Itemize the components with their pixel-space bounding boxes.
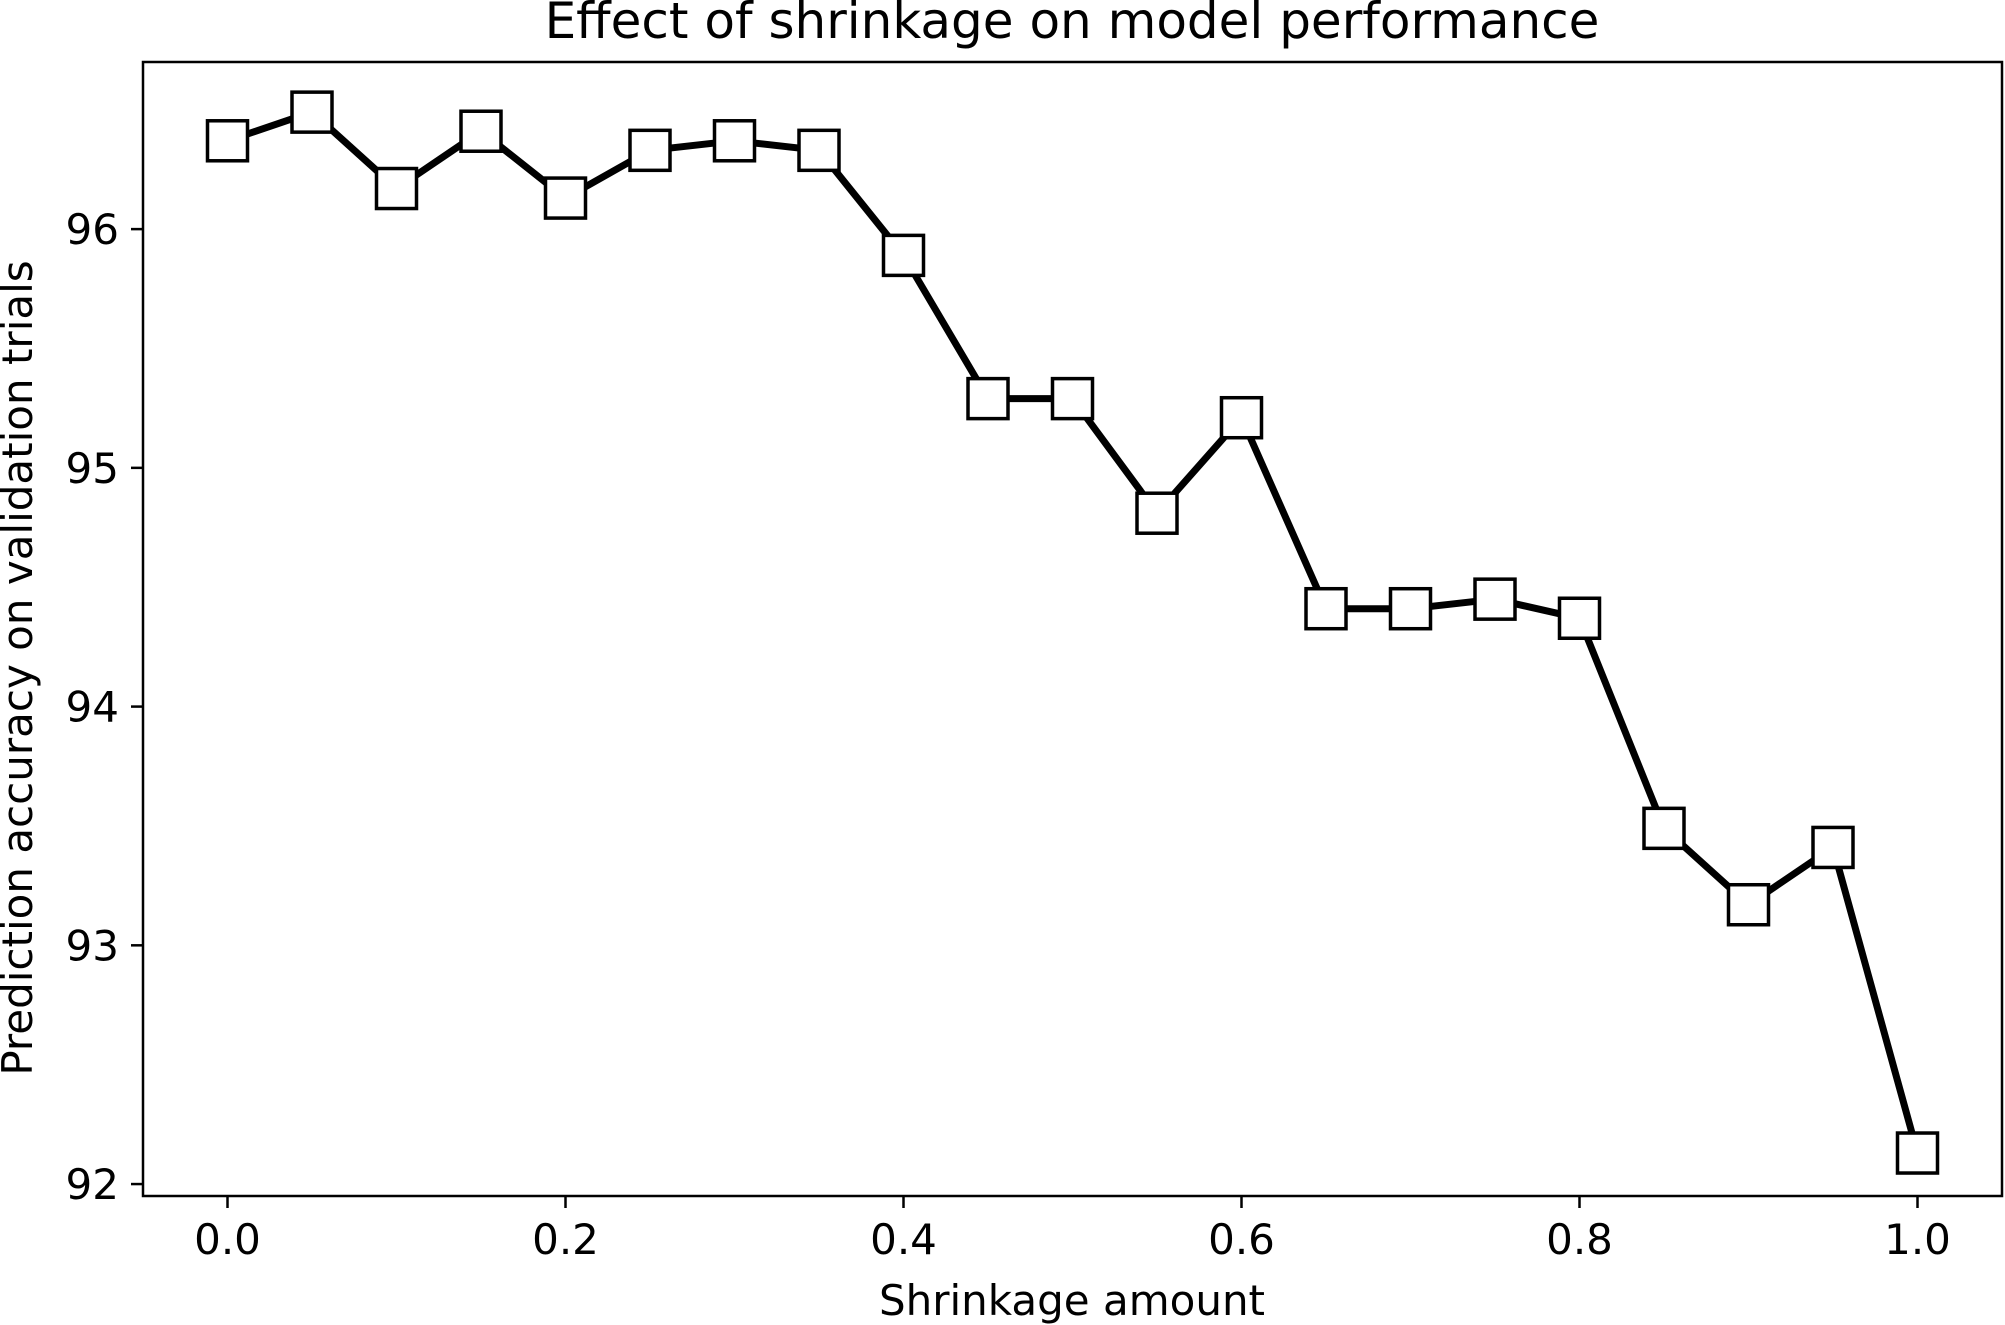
x-axis-label: Shrinkage amount [879, 1276, 1265, 1325]
y-axis-label: Prediction accuracy on validation trials [0, 260, 42, 1075]
data-point-marker [797, 128, 841, 173]
data-point-marker [374, 166, 419, 211]
x-tick-label: 0.8 [1546, 1215, 1613, 1264]
data-point-marker [1473, 577, 1517, 621]
y-tick-label: 96 [66, 205, 119, 254]
y-tick-label: 92 [66, 1160, 119, 1209]
chart-title: Effect of shrinkage on model performance [545, 0, 1600, 50]
data-point-marker [881, 233, 926, 278]
x-tick-label: 0.6 [1208, 1215, 1275, 1264]
y-tick-label: 95 [66, 444, 119, 493]
data-point-marker [1895, 1131, 1940, 1175]
data-point-marker [628, 128, 672, 173]
x-tick-label: 1.0 [1884, 1215, 1951, 1264]
data-point-marker [1135, 491, 1179, 535]
series-line [226, 108, 1921, 1154]
series-layer [205, 90, 1940, 1175]
data-point-marker [459, 109, 503, 153]
data-point-marker [205, 119, 250, 163]
x-tick-label: 0.0 [194, 1215, 261, 1264]
data-point-marker [290, 90, 334, 134]
y-axis-ticks: 92 93 94 95 96 [66, 205, 143, 1209]
y-tick-label: 93 [66, 921, 119, 970]
data-point-marker [712, 119, 757, 163]
data-point-marker [1304, 586, 1348, 631]
data-point-marker [1219, 395, 1264, 440]
plot-area-frame [141, 60, 2004, 1198]
x-tick-label: 0.4 [870, 1215, 937, 1264]
data-point-marker [1642, 806, 1686, 851]
y-tick-label: 94 [66, 683, 119, 732]
data-point-marker [1726, 882, 1771, 927]
data-point-marker [1557, 596, 1602, 641]
data-point-marker [1388, 586, 1433, 631]
data-point-marker [543, 176, 588, 220]
data-point-marker [966, 376, 1010, 421]
data-point-marker [1050, 376, 1095, 421]
x-axis-ticks: 0.0 0.2 0.4 0.6 0.8 1.0 [194, 1196, 1951, 1264]
data-point-marker [1811, 825, 1855, 870]
x-tick-label: 0.2 [532, 1215, 599, 1264]
